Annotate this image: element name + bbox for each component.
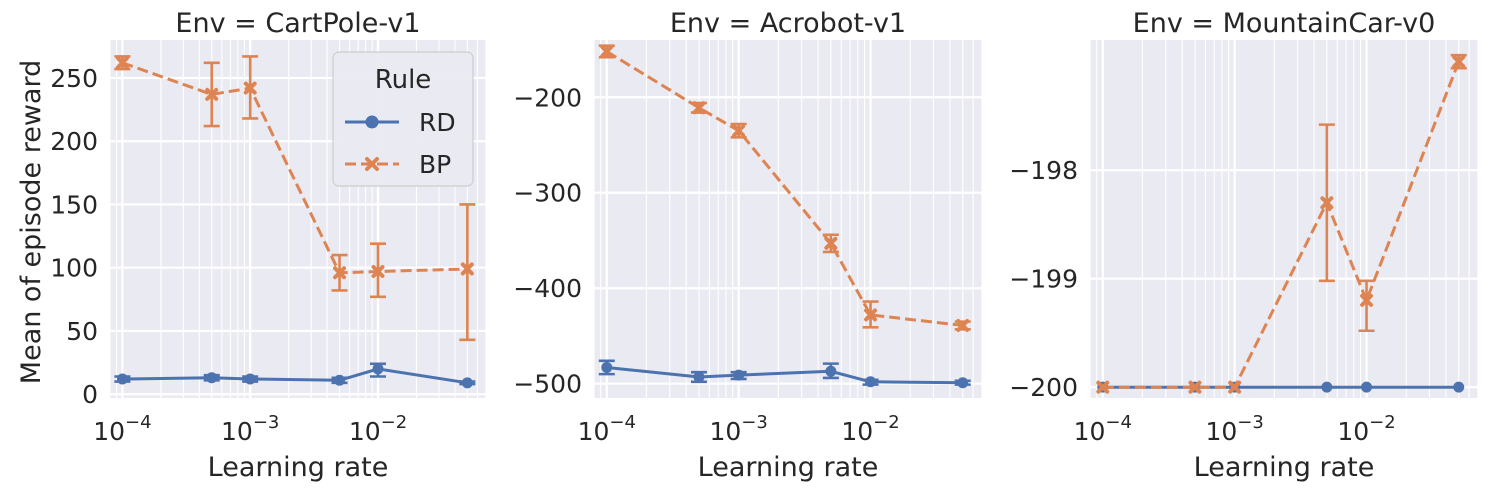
y-tick-label: 0 [82, 380, 98, 409]
x-tick-label: 10−2 [349, 412, 407, 446]
data-point-rd [825, 365, 837, 377]
legend-label: BP [419, 150, 451, 179]
series-line-bp [606, 50, 963, 327]
y-tick-label: 200 [50, 127, 98, 156]
data-point-bp [864, 308, 878, 322]
data-point-rd [733, 369, 745, 381]
data-point-bp [824, 236, 838, 250]
legend: Rule RD BP [332, 51, 474, 187]
x-tick-label: 10−4 [1074, 412, 1132, 446]
legend-marker [365, 115, 379, 129]
data-point-bp [1096, 380, 1110, 394]
panel-3: 10−4 10−3 10−2 −200 −199 −198 Env = MountainCa… [1009, 8, 1479, 483]
data-point-bp [692, 101, 706, 115]
data-point-bp [115, 56, 129, 70]
data-layer [1096, 53, 1467, 394]
data-point-bp [371, 264, 385, 278]
data-point-bp [1228, 380, 1242, 394]
legend-marker [365, 157, 379, 171]
y-tick-label: −400 [513, 274, 582, 303]
panel-title: Env = CartPole-v1 [175, 8, 420, 39]
x-tick-label: 10−3 [1205, 412, 1263, 446]
data-point-rd [865, 376, 877, 388]
data-point-bp [333, 266, 347, 280]
x-axis-label: Learning rate [1194, 452, 1375, 483]
x-tick-label: 10−4 [578, 412, 636, 446]
data-point-bp [205, 87, 219, 101]
legend-label: RD [419, 108, 456, 137]
data-point-rd [116, 373, 128, 385]
data-point-bp [1452, 55, 1466, 69]
y-tick-label: −300 [513, 179, 582, 208]
series-bp [114, 55, 476, 342]
data-point-bp [243, 81, 257, 95]
data-point-bp [1320, 196, 1334, 210]
data-point-rd [601, 361, 613, 373]
legend-box [332, 51, 474, 187]
panels: 10−4 10−3 10−2 0 50 100 150 200 250 Env = CartPol… [50, 8, 1479, 483]
data-point-bp [600, 44, 614, 58]
panel-2: 10−4 10−3 10−2 −500 −400 −300 −200 Env = Acrobo… [513, 8, 983, 483]
data-point-rd [1361, 381, 1373, 393]
series-bp [1096, 53, 1467, 394]
data-point-rd [206, 372, 218, 384]
y-tick-label: −200 [1009, 373, 1078, 402]
series-line-rd [122, 367, 468, 385]
data-layer [598, 44, 971, 389]
series-line-bp [121, 61, 468, 275]
y-tick-label: −198 [1009, 156, 1078, 185]
x-tick-label: 10−3 [221, 412, 279, 446]
legend-item-bp: BP [345, 150, 451, 179]
y-tick-label: 100 [50, 254, 98, 283]
x-tick-label: 10−3 [709, 412, 767, 446]
data-point-rd [334, 374, 346, 386]
x-tick-label: 10−2 [1337, 412, 1395, 446]
data-point-rd [957, 377, 969, 389]
y-tick-label: −200 [513, 83, 582, 112]
series-line-bp [1102, 61, 1461, 389]
data-point-rd [244, 373, 256, 385]
y-tick-label: −500 [513, 370, 582, 399]
data-point-bp [1360, 293, 1374, 307]
panel-title: Env = Acrobot-v1 [670, 8, 906, 39]
legend-title: Rule [375, 65, 432, 95]
x-tick-label: 10−2 [841, 412, 899, 446]
x-tick-label: 10−4 [93, 412, 151, 446]
data-point-bp [732, 124, 746, 138]
series-line-rd [606, 366, 963, 385]
x-axis-label: Learning rate [698, 452, 879, 483]
series-bp [598, 44, 971, 332]
legend-item-rd: RD [345, 108, 456, 137]
data-point-rd [693, 371, 705, 383]
y-tick-label: 250 [50, 64, 98, 93]
y-tick-label: 50 [66, 317, 98, 346]
series-rd [114, 362, 476, 389]
panel-title: Env = MountainCar-v0 [1133, 8, 1436, 39]
data-layer [114, 55, 476, 389]
data-point-rd [461, 377, 473, 389]
data-point-bp [1188, 380, 1202, 394]
y-tick-label: −199 [1009, 265, 1078, 294]
y-axis-label: Mean of episode reward [16, 60, 47, 384]
x-axis-label: Learning rate [208, 452, 389, 483]
plot-area [1090, 40, 1478, 398]
plot-area [594, 40, 982, 398]
data-point-rd [1321, 381, 1333, 393]
data-point-bp [956, 318, 970, 332]
data-point-rd [1453, 381, 1465, 393]
series-rd [598, 359, 971, 389]
data-point-rd [372, 363, 384, 375]
data-point-bp [460, 262, 474, 276]
y-tick-label: 150 [50, 190, 98, 219]
